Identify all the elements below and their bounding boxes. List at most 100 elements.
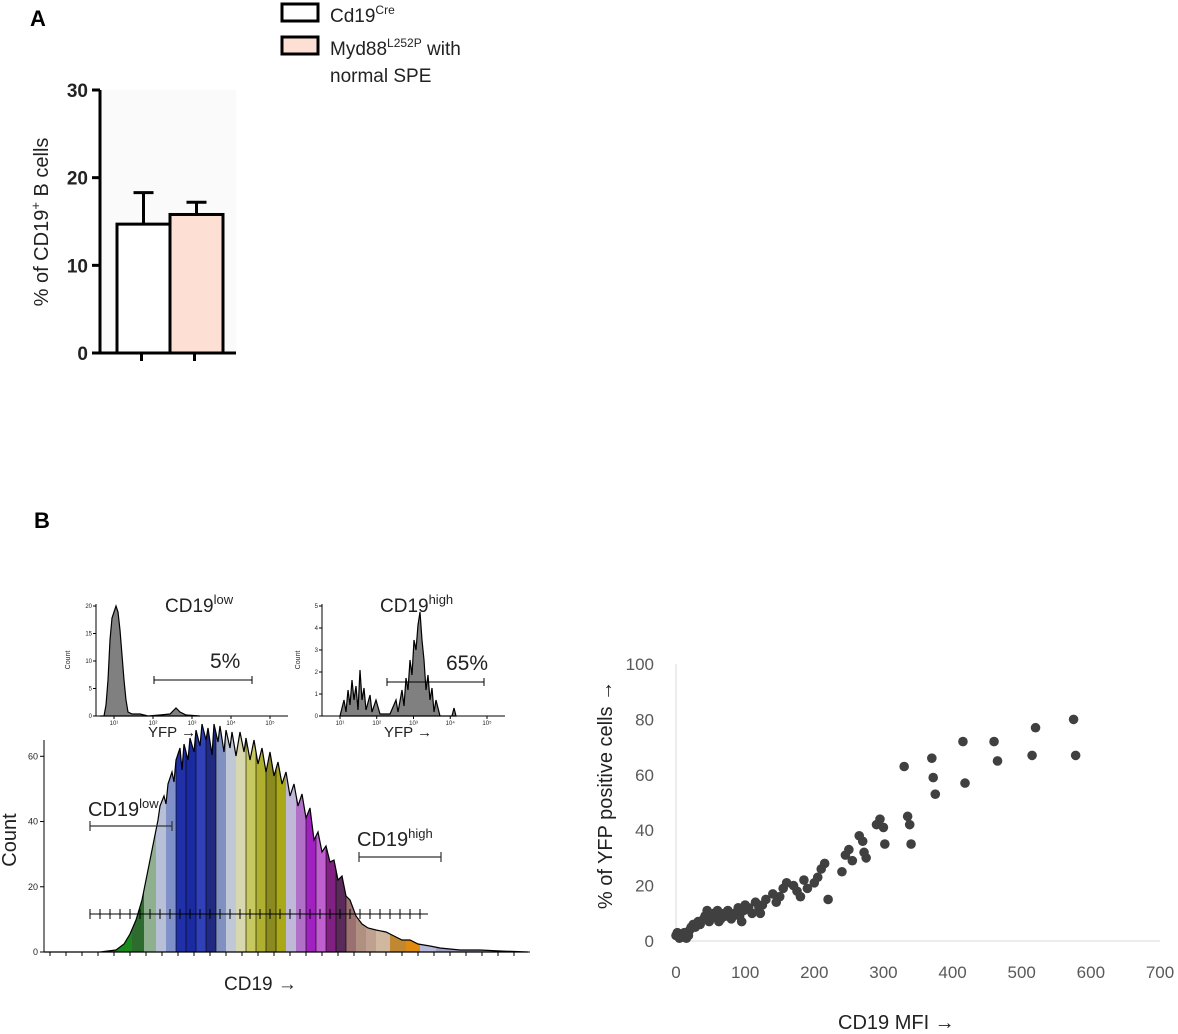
hist-ytick-label: 4 (315, 626, 319, 632)
hist-ytick-label: 0 (89, 714, 93, 720)
scatter-point (795, 891, 806, 902)
scatter-xtick-label: 0 (671, 963, 680, 982)
scatter-xtick-label: 200 (800, 963, 828, 982)
hist-low-xlabel: YFP → (148, 724, 196, 741)
scatter-point (899, 761, 909, 772)
scatter-ytick-label: 80 (635, 710, 654, 729)
gate-high-label: CD19high (357, 826, 433, 851)
scatter-xtick-label: 500 (1008, 963, 1036, 982)
scatter-xtick-label: 600 (1077, 963, 1105, 982)
scatter-xtick-label: 400 (938, 963, 966, 982)
scatter-point (927, 753, 937, 763)
scatter-point (819, 858, 830, 869)
cd19-xlabel: CD19 → (224, 974, 297, 995)
scatter-point (880, 839, 890, 849)
bar-ytick-label: 0 (77, 344, 88, 365)
hist-ytick-label: 20 (85, 604, 92, 610)
scatter-point (823, 894, 833, 905)
hist-xtick-label: 10³ (188, 721, 197, 727)
hist-ytick-label: 3 (315, 648, 319, 654)
hist-high-percent: 65% (446, 652, 488, 675)
scatter-point (747, 908, 757, 919)
scatter-point (904, 819, 915, 830)
hist-xtick-label: 10⁵ (482, 720, 492, 727)
cd19-ytick-label: 60 (28, 751, 38, 761)
hist-low-percent: 5% (210, 650, 240, 673)
scatter-ytick-label: 60 (635, 766, 654, 785)
hist-high-xlabel: YFP → (384, 724, 432, 741)
scatter-point (837, 866, 847, 877)
scatter-point (847, 855, 858, 866)
scatter-xtick-label: 300 (869, 963, 897, 982)
legend-label-myd-line2: normal SPE (330, 66, 431, 87)
scatter-point (736, 916, 747, 927)
hist-ytick-label: 5 (89, 687, 93, 693)
hist-low-title: CD19low (165, 592, 234, 617)
scatter-point (1027, 750, 1037, 761)
hist-ytick-label: 10 (85, 659, 92, 665)
scatter-point (902, 811, 913, 822)
scatter-point (875, 814, 885, 824)
histogram-colored-bands (44, 724, 528, 952)
cd19-ytick-label: 20 (28, 882, 38, 892)
legend-swatch-cre (280, 2, 320, 23)
scatter-ytick-label: 100 (626, 655, 654, 674)
cd19-ylabel: Count (0, 813, 21, 867)
yfp-hist-high: CD19high 65% Count YFP → 0 1 2 3 4 5 10¹ 10² 10³… (295, 592, 505, 741)
hist-ytick-label: 2 (315, 670, 319, 676)
hist-xtick-label: 10³ (409, 721, 418, 727)
scatter-point (774, 891, 785, 902)
cd19-ytick-label: 0 (33, 947, 38, 957)
legend-label-myd: Myd88L252P with (330, 36, 461, 60)
hist-xtick-label: 10⁴ (446, 720, 456, 727)
scatter-point (930, 789, 941, 799)
scatter-point (812, 872, 823, 883)
scatter-point (861, 853, 871, 863)
bar-0 (115, 222, 172, 355)
bar-ytick-label: 10 (67, 256, 88, 277)
hist-xtick-label: 10¹ (336, 721, 345, 727)
scatter-xlabel: CD19 MFI → (838, 1012, 955, 1034)
scatter-ytick-label: 0 (645, 932, 654, 951)
hist-xtick-label: 10² (372, 721, 381, 727)
panel-b-label: B (34, 508, 50, 533)
segmented-gates (89, 909, 428, 919)
scatter-point (1068, 714, 1079, 725)
scatter-point (802, 883, 813, 894)
hist-xtick-label: 10² (149, 721, 158, 727)
hist-xtick-label: 10¹ (110, 721, 119, 727)
scatter-ylabel: % of YFP positive cells → (595, 681, 617, 909)
hist-low-ylabel: Count (65, 651, 72, 670)
hist-high-ylabel: Count (295, 651, 302, 670)
yfp-hist-low: CD19low 5% Count YFP → 0 5 10 15 20 10¹ 10² 10³… (65, 592, 288, 741)
hist-ytick-label: 5 (315, 604, 319, 610)
legend-label-cre: Cd19Cre (330, 3, 395, 27)
cd19-ytick-label: 40 (28, 817, 38, 827)
scatter-point (906, 839, 916, 849)
scatter-point (1070, 750, 1081, 761)
gate-low-label: CD19low (88, 796, 159, 821)
scatter-point (761, 894, 771, 905)
scatter-point (992, 756, 1003, 766)
hist-xtick-label: 10⁴ (226, 720, 236, 727)
scatter-point (844, 844, 854, 855)
scatter-point (989, 736, 999, 747)
scatter-xtick-label: 700 (1146, 963, 1174, 982)
scatter-point (755, 908, 766, 919)
scatter-point (878, 822, 889, 833)
scatter-xtick-label: 100 (731, 963, 759, 982)
scatter-point (799, 875, 809, 885)
scatter-point (960, 778, 970, 788)
legend-swatch-myd (280, 35, 320, 56)
bar-ytick-label: 20 (67, 169, 88, 190)
scatter-point (958, 736, 968, 747)
cd19-histogram: 0 20 40 60 Count CD19 → CD19low CD19high (0, 723, 530, 995)
scatter-point (857, 836, 868, 847)
panel-a-label: A (30, 6, 46, 31)
hist-low-curve (100, 604, 201, 717)
scatter-ytick-label: 20 (635, 877, 654, 896)
hist-ytick-label: 15 (85, 632, 92, 638)
hist-high-title: CD19high (380, 592, 453, 617)
scatter-point (928, 772, 939, 783)
